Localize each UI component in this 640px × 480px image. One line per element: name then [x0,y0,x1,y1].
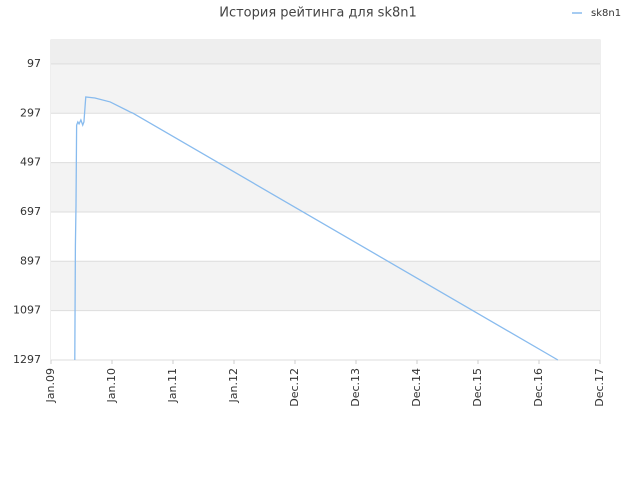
y-tick-label: 1097 [13,304,41,317]
x-tick-label: Jan.12 [227,368,240,403]
x-tick-label: Dec.16 [532,368,545,407]
chart-title: История рейтинга для sk8n1 [219,6,417,21]
x-tick-label: Dec.13 [349,368,362,407]
y-tick-label: 297 [20,106,41,119]
band [51,211,600,262]
y-tick-label: 1297 [13,353,41,366]
band [51,63,600,114]
y-tick-label: 697 [20,205,41,218]
x-tick-label: Dec.12 [288,368,301,407]
x-tick-label: Dec.17 [593,368,606,407]
x-tick-label: Dec.14 [410,368,423,407]
y-tick-label: 97 [27,57,41,70]
x-tick-label: Jan.09 [44,368,57,403]
y-tick-label: 497 [20,156,41,169]
x-tick-label: Dec.15 [471,368,484,407]
x-tick-label: Jan.10 [105,368,118,403]
band [51,113,600,163]
band [51,40,600,64]
legend-label: sk8n1 [591,8,621,19]
line [74,96,559,361]
band [51,310,600,360]
band [51,162,600,212]
x-tick-label: Jan.11 [166,368,179,403]
y-tick-label: 897 [20,254,41,267]
band [51,261,600,311]
